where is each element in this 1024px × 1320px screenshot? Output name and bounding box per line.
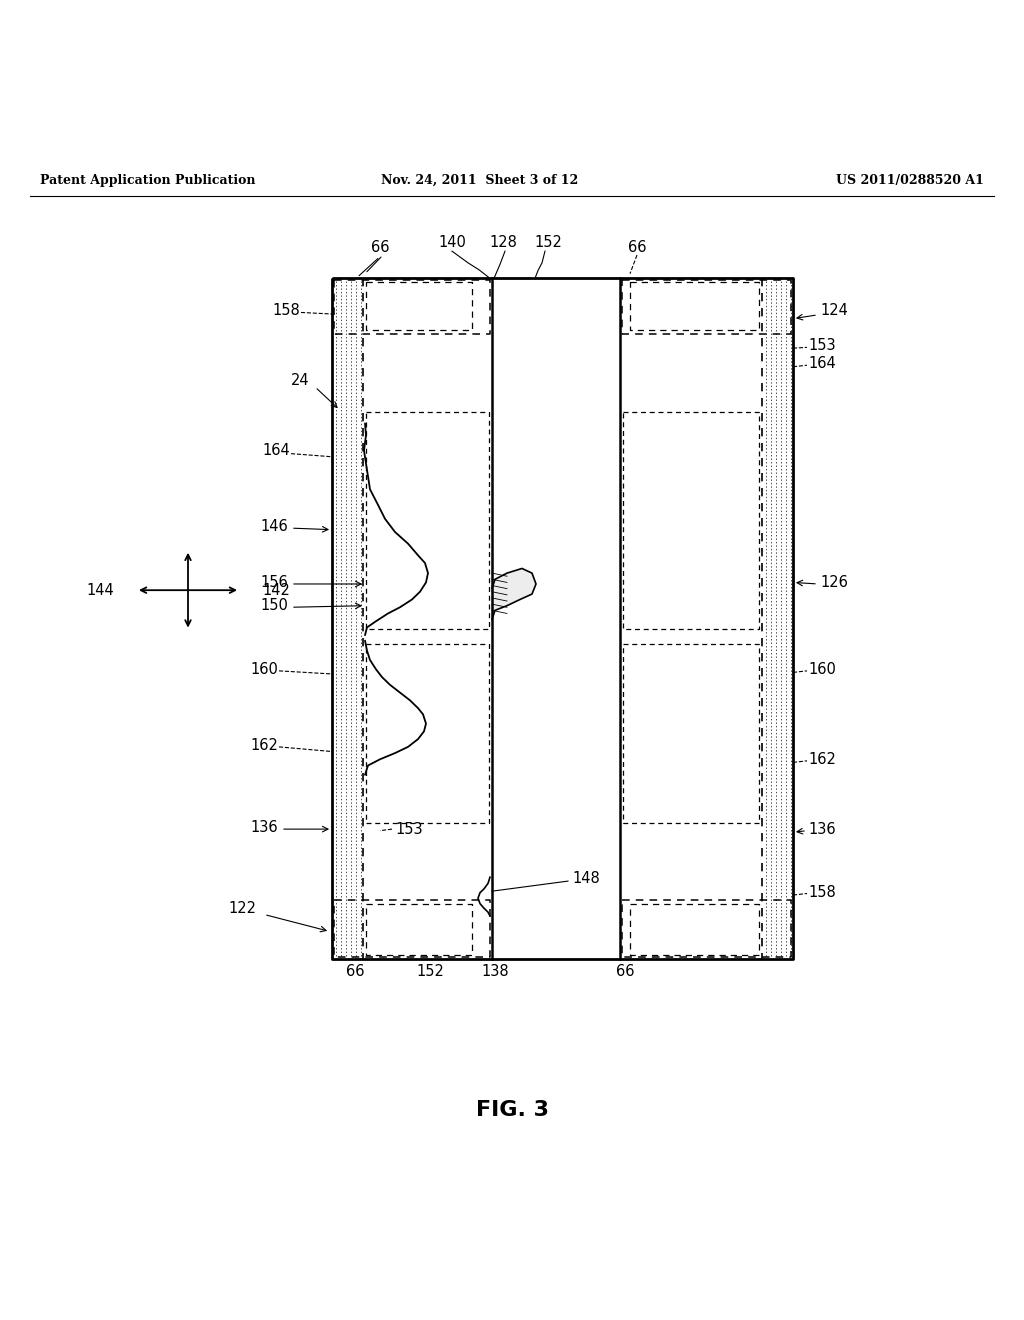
Text: 158: 158 <box>808 886 836 900</box>
Text: 126: 126 <box>820 576 848 590</box>
Text: 156: 156 <box>260 576 288 590</box>
Text: 164: 164 <box>262 444 290 458</box>
Text: 153: 153 <box>395 821 423 837</box>
Text: 162: 162 <box>250 738 278 752</box>
Text: 66: 66 <box>346 965 365 979</box>
Text: 66: 66 <box>628 240 646 255</box>
Text: 122: 122 <box>228 900 256 916</box>
Text: 136: 136 <box>808 821 836 837</box>
Text: 152: 152 <box>416 965 444 979</box>
Text: 124: 124 <box>820 304 848 318</box>
Text: 160: 160 <box>250 661 278 677</box>
Text: 136: 136 <box>251 820 278 836</box>
Text: 148: 148 <box>572 871 600 886</box>
Text: 152: 152 <box>535 235 562 251</box>
Text: 146: 146 <box>260 519 288 535</box>
Text: Nov. 24, 2011  Sheet 3 of 12: Nov. 24, 2011 Sheet 3 of 12 <box>381 174 579 187</box>
Text: 150: 150 <box>260 598 288 614</box>
Text: 138: 138 <box>481 965 509 979</box>
Text: 162: 162 <box>808 752 836 767</box>
Text: 164: 164 <box>808 356 836 371</box>
Text: Patent Application Publication: Patent Application Publication <box>40 174 256 187</box>
Text: 153: 153 <box>808 338 836 354</box>
Text: 158: 158 <box>272 304 300 318</box>
Polygon shape <box>492 569 536 619</box>
Text: 140: 140 <box>438 235 466 251</box>
Text: FIG. 3: FIG. 3 <box>475 1100 549 1119</box>
Text: 66: 66 <box>371 240 389 255</box>
Text: 128: 128 <box>489 235 517 251</box>
Text: 144: 144 <box>86 582 114 598</box>
Text: 24: 24 <box>292 374 310 388</box>
Text: US 2011/0288520 A1: US 2011/0288520 A1 <box>837 174 984 187</box>
Text: 66: 66 <box>615 965 634 979</box>
Text: 142: 142 <box>262 582 290 598</box>
Text: 160: 160 <box>808 661 836 677</box>
